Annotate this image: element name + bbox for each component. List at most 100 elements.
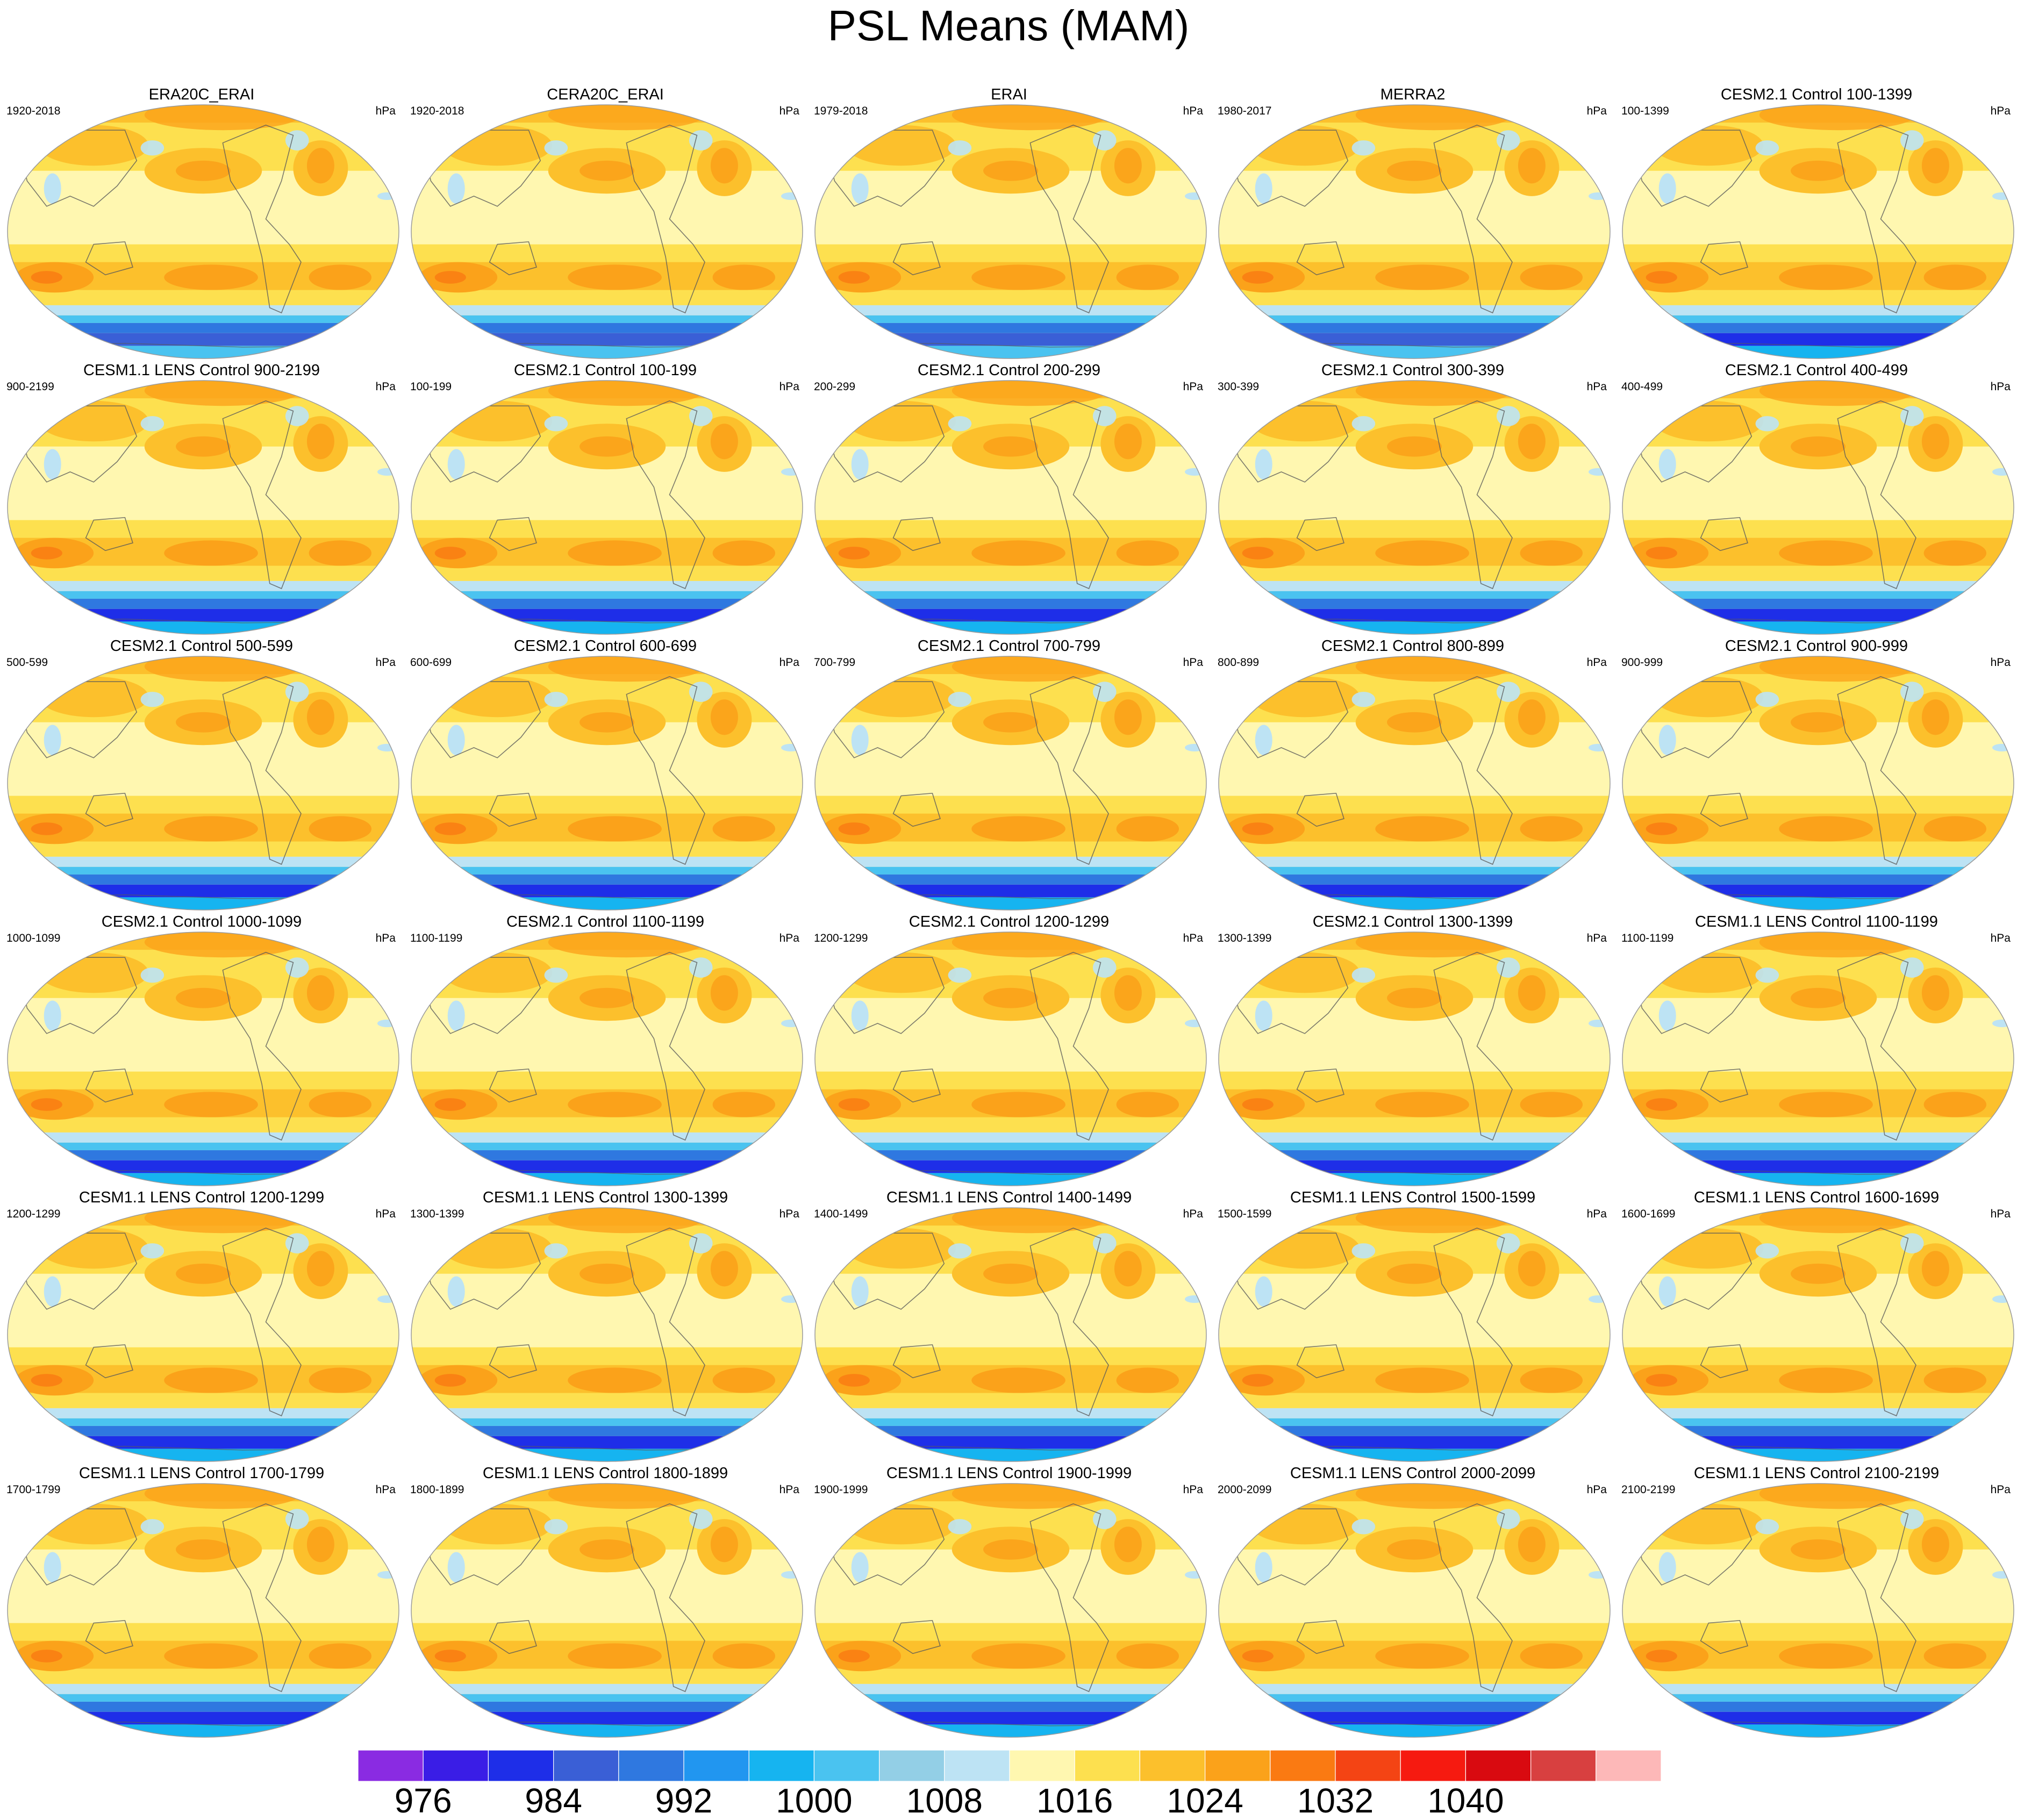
- panel-year-range: 700-799: [814, 656, 856, 669]
- icelandic-low: [1496, 1233, 1520, 1253]
- colorbar-swatch: [1074, 1750, 1140, 1782]
- map-panel: CESM1.1 LENS Control 1700-1799 1700-1799 h…: [0, 1463, 403, 1738]
- panel-year-range: 600-699: [410, 656, 452, 669]
- pressure-band-southern-ocean-2: [1219, 866, 1610, 875]
- panel-year-range: 1920-2018: [6, 105, 61, 117]
- colorbar-tick-label: 1032: [1297, 1781, 1374, 1820]
- atlantic-cloud-patch: [1588, 743, 1608, 751]
- south-indian-high-core: [1646, 822, 1677, 835]
- tibet-low: [1255, 1552, 1272, 1583]
- psl-map: [1622, 932, 2014, 1186]
- map-outline: [7, 380, 399, 635]
- pressure-band-southern-ocean-4: [1622, 333, 2014, 346]
- continent-americas: [1837, 400, 1916, 590]
- south-pacific-high: [1779, 264, 1873, 290]
- colorbar-tick-label: 1016: [1036, 1781, 1113, 1820]
- colorbar-tick-label: 992: [655, 1781, 713, 1820]
- colorbar-swatch: [1139, 1750, 1206, 1782]
- north-atlantic-high-core: [1921, 1251, 1949, 1287]
- psl-map: [7, 656, 399, 911]
- panel-year-range: 400-499: [1621, 381, 1663, 393]
- panel-unit: hPa: [1586, 932, 1607, 944]
- continent-asia-australia: [1629, 1508, 1753, 1654]
- aleutian-low: [544, 1519, 568, 1535]
- continent-asia-australia: [418, 130, 541, 276]
- map-panel: CESM1.1 LENS Control 1800-1899 1800-1899 h…: [404, 1463, 807, 1738]
- map-outline: [411, 1207, 803, 1462]
- north-atlantic-high-core: [710, 424, 738, 460]
- aleutian-low: [1755, 416, 1779, 432]
- south-atlantic-high: [309, 1367, 372, 1393]
- colorbar-swatch: [1204, 1750, 1271, 1782]
- south-atlantic-high: [1116, 1367, 1179, 1393]
- south-atlantic-high: [1923, 264, 1987, 290]
- south-atlantic-high: [1923, 1367, 1987, 1393]
- aleutian-low: [1755, 1519, 1779, 1535]
- pressure-band-southern-ocean-3: [1622, 1150, 2014, 1160]
- colorbar-tick-label: 1000: [776, 1781, 853, 1820]
- south-pacific-high: [568, 540, 662, 566]
- aleutian-low: [1755, 140, 1779, 156]
- continent-asia-australia: [1629, 681, 1753, 827]
- icelandic-low: [1900, 957, 1924, 978]
- pressure-band-southern-ocean-1: [815, 1683, 1206, 1694]
- north-pacific-high-core: [580, 987, 634, 1008]
- pressure-band-antarctic: [411, 1173, 803, 1186]
- pressure-band-southern-ocean-4: [1622, 1711, 2014, 1725]
- colorbar-swatch: [748, 1750, 815, 1782]
- atlantic-cloud-patch: [1992, 1295, 2012, 1303]
- psl-map: [1622, 380, 2014, 635]
- north-pacific-high-core: [176, 712, 231, 733]
- aleutian-low: [1755, 1243, 1779, 1259]
- map-outline: [1622, 932, 2014, 1186]
- south-indian-high-core: [434, 1098, 466, 1111]
- pressure-band-southern-ocean-4: [815, 884, 1206, 898]
- map-panel: CESM1.1 LENS Control 1200-1299 1200-1299 h…: [0, 1187, 403, 1462]
- pressure-band-southern-ocean-3: [411, 874, 803, 885]
- aleutian-low: [140, 692, 164, 707]
- continent-asia-australia: [418, 681, 541, 827]
- psl-map: [814, 656, 1207, 911]
- pressure-band-southern-ocean-1: [1622, 856, 2014, 867]
- south-indian-high-core: [1242, 271, 1274, 284]
- tibet-low: [1255, 725, 1272, 756]
- continent-americas: [1029, 1503, 1109, 1693]
- north-pacific-high-core: [1791, 1263, 1846, 1284]
- north-pacific-high-core: [1791, 160, 1846, 181]
- pressure-band-southern-ocean-3: [8, 598, 399, 609]
- pressure-band-southern-ocean-1: [1622, 1683, 2014, 1694]
- pressure-band-southern-ocean-2: [1622, 1694, 2014, 1702]
- psl-map: [411, 932, 803, 1186]
- south-atlantic-high: [1520, 1092, 1583, 1117]
- tibet-low: [44, 449, 61, 480]
- map-panel: CESM2.1 Control 900-999 900-999 hPa: [1615, 635, 2017, 911]
- atlantic-cloud-patch: [1992, 1571, 2012, 1579]
- colorbar-swatch: [1335, 1750, 1401, 1782]
- panel-title: CESM1.1 LENS Control 1500-1599: [1290, 1189, 1536, 1206]
- panel-year-range: 2100-2199: [1621, 1484, 1676, 1496]
- continent-asia-australia: [822, 405, 945, 551]
- south-pacific-high: [971, 1367, 1065, 1393]
- south-indian-high-core: [31, 1374, 62, 1387]
- north-atlantic-high-core: [1921, 148, 1949, 184]
- map-panel: ERAI 1979-2018 hPa: [807, 84, 1211, 359]
- south-pacific-high: [1779, 1367, 1873, 1393]
- panel-title: CESM1.1 LENS Control 1600-1699: [1693, 1189, 1940, 1206]
- pressure-band-southern-ocean-2: [8, 1142, 399, 1150]
- pressure-band-antarctic: [411, 621, 803, 634]
- continent-asia-australia: [15, 1508, 138, 1654]
- colorbar-tick-label: 1008: [906, 1781, 983, 1820]
- panel-title: CESM1.1 LENS Control 1400-1499: [886, 1189, 1132, 1206]
- south-indian-high-core: [1646, 1650, 1677, 1663]
- south-pacific-high: [568, 816, 662, 842]
- panel-title: MERRA2: [1380, 86, 1446, 103]
- pressure-band-southern-ocean-4: [1219, 884, 1610, 898]
- north-pacific-high-core: [1387, 1539, 1442, 1560]
- colorbar-swatch: [944, 1750, 1010, 1782]
- pressure-band-antarctic: [411, 346, 803, 359]
- panel-year-range: 2000-2099: [1218, 1484, 1272, 1496]
- continent-americas: [222, 1503, 302, 1693]
- north-atlantic-high-core: [1921, 1527, 1949, 1563]
- north-atlantic-high-core: [1114, 424, 1142, 460]
- pressure-band-southern-ocean-3: [1622, 1425, 2014, 1436]
